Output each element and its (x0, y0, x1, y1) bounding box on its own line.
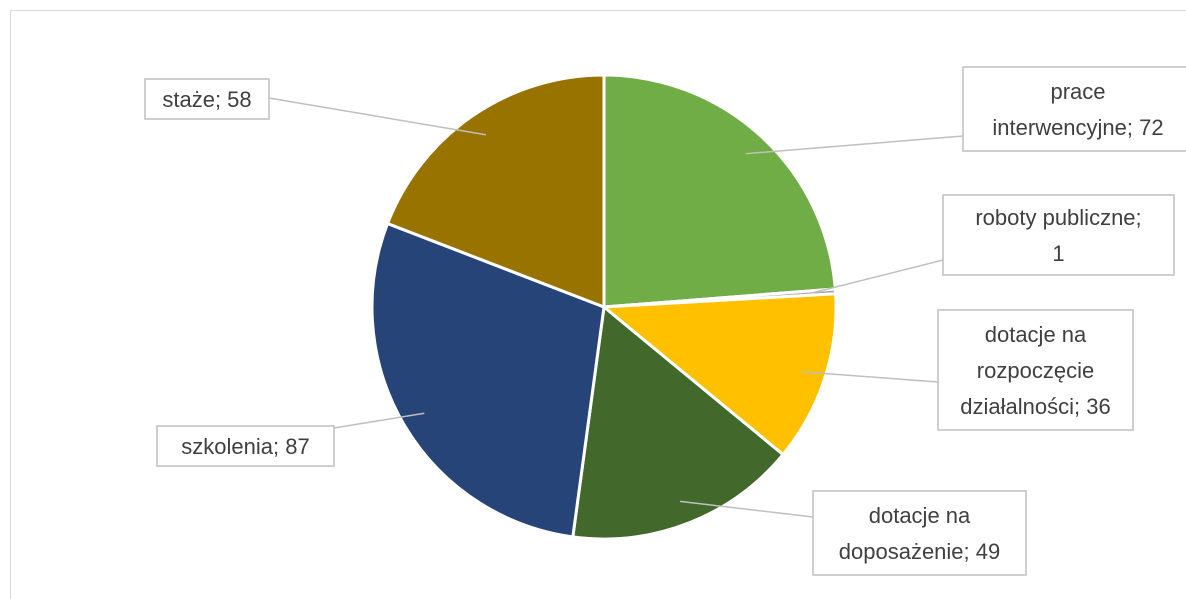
leader-line-prace-interwencyjne (745, 135, 964, 155)
data-label-text: staże; 58 (162, 87, 251, 112)
data-label-text: roboty publiczne; (975, 205, 1141, 230)
data-label-box (156, 425, 335, 467)
data-label-box (942, 194, 1175, 276)
pie-slice-prace-interwencyjne (602, 73, 837, 309)
data-label-staze: staże; 58 (144, 78, 270, 120)
data-label-text: dotacje na (985, 322, 1087, 347)
data-label-text: 1 (1052, 241, 1064, 266)
leader-lines (268, 97, 964, 518)
leader-line-dotacje-na-doposazenie (680, 500, 814, 518)
data-label-szkolenia: szkolenia; 87 (156, 425, 335, 467)
data-label-box (144, 78, 270, 120)
leader-line-staze (268, 97, 487, 136)
data-label-text: działalności; 36 (960, 394, 1110, 419)
data-label-text: doposażenie; 49 (839, 539, 1000, 564)
data-labels: prace interwencyjne; 72 roboty publiczne; 1… (144, 66, 1186, 576)
pie-slice-staze (385, 73, 606, 310)
data-label-dotacje-na-doposazenie: dotacje na doposażenie; 49 (812, 490, 1027, 576)
leader-line-dotacje-na-rozpoczecie-dzialalnosci (802, 371, 939, 383)
pie-slice-dotacje-na-doposazenie (571, 304, 786, 541)
data-label-box (937, 309, 1134, 431)
data-label-text: szkolenia; 87 (181, 434, 309, 459)
pie-slice-dotacje-na-rozpoczecie-dzialalnosci (600, 292, 838, 457)
leader-line-szkolenia (333, 412, 425, 429)
data-label-text: prace (1050, 79, 1105, 104)
data-label-roboty-publiczne: roboty publiczne; 1 (942, 194, 1175, 276)
pie-slice-szkolenia (370, 221, 606, 539)
pie-slices (370, 73, 838, 541)
data-label-box (812, 490, 1027, 576)
data-label-box (962, 66, 1186, 152)
leader-line-roboty-publiczne (812, 259, 944, 294)
data-label-dotacje-na-rozpoczecie-dzialalnosci: dotacje na rozpoczęcie działalności; 36 (937, 309, 1134, 431)
data-label-prace-interwencyjne: prace interwencyjne; 72 (962, 66, 1186, 152)
data-label-text: rozpoczęcie (977, 358, 1094, 383)
data-label-text: interwencyjne; 72 (992, 115, 1163, 140)
data-label-text: dotacje na (869, 503, 971, 528)
